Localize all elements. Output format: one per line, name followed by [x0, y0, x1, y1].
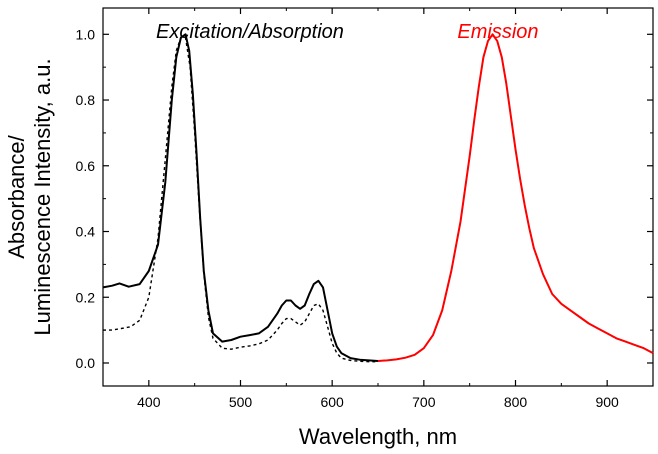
x-tick-label-2: 600 — [320, 394, 344, 410]
series-line-2 — [377, 33, 654, 362]
plot-frame — [102, 7, 654, 387]
series-layer — [102, 33, 654, 363]
series-line-1 — [103, 36, 378, 363]
plot-area: 400 500 600 700 800 900 0.0 0.2 0.4 0.6 0.8 1.0 — [76, 7, 654, 410]
x-axis-title: Wavelength, nm — [299, 424, 457, 449]
y-tick-label-5: 1.0 — [76, 26, 96, 42]
x-tick-label-5: 900 — [595, 394, 619, 410]
annotation-excitation: Excitation/Absorption — [156, 21, 344, 43]
y-tick-label-3: 0.6 — [76, 158, 96, 174]
y-tick-label-1: 0.2 — [76, 289, 96, 305]
x-tick-label-4: 800 — [504, 394, 528, 410]
y-tick-label-4: 0.8 — [76, 92, 96, 108]
series-line-0 — [102, 33, 379, 362]
x-axis-ticks: 400 500 600 700 800 900 — [137, 8, 654, 410]
x-tick-label-0: 400 — [137, 394, 161, 410]
y-axis-ticks: 0.0 0.2 0.4 0.6 0.8 1.0 — [76, 26, 653, 371]
annotation-emission: Emission — [457, 21, 538, 43]
x-tick-label-3: 700 — [412, 394, 436, 410]
y-tick-label-0: 0.0 — [76, 355, 96, 371]
x-tick-label-1: 500 — [229, 394, 253, 410]
y-tick-label-2: 0.4 — [76, 224, 96, 240]
y-axis-title-line2: Luminescence Intensity, a.u. — [30, 58, 55, 335]
y-axis-title-line1: Absorbance/ — [4, 134, 29, 258]
